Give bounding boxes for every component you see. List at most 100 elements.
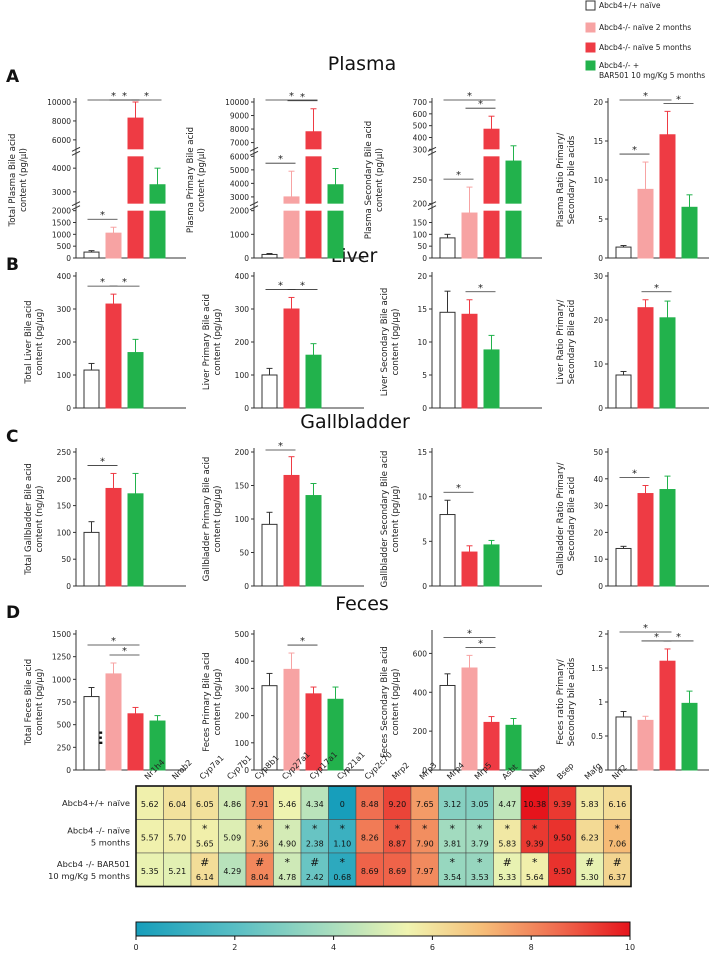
bar <box>261 374 278 409</box>
axis-break <box>71 201 81 207</box>
y-tick-label: 0 <box>244 582 249 591</box>
y-tick-label: 1250 <box>52 653 71 662</box>
bar <box>83 251 100 259</box>
y-tick-label: 300 <box>57 305 72 314</box>
y-tick-label: 200 <box>413 727 428 736</box>
bar <box>283 668 300 771</box>
y-tick-label: 250 <box>57 743 72 752</box>
legend-item: Abcb4-/- +BAR501 10 mg/Kg 5 months <box>585 60 705 80</box>
heatmap-mark: * <box>532 823 538 836</box>
heatmap-cell <box>163 852 192 887</box>
bar-break <box>505 203 522 211</box>
bar <box>637 719 654 771</box>
heatmap-value: 3.05 <box>471 800 489 809</box>
y-tick-label: 300 <box>413 145 428 154</box>
bar <box>637 493 654 587</box>
y-axis-label: content (pg/µg) <box>35 668 45 735</box>
y-tick-label: 20 <box>593 528 603 537</box>
heatmap-mark: * <box>532 856 538 869</box>
y-tick-label: 200 <box>57 475 72 484</box>
bar <box>659 317 676 409</box>
significance-star: * <box>632 469 637 480</box>
y-axis-label: Gallbladder Primary Bile acid <box>202 457 212 582</box>
heatmap-value: 1.10 <box>333 840 351 849</box>
heatmap-column-label: Cyp7b1 <box>225 753 253 781</box>
y-tick-label: 5 <box>598 215 603 224</box>
y-axis-label: Plasma Primary Bile acid <box>186 127 196 233</box>
panel-letter-c: C <box>6 427 18 447</box>
chart-feces-ratio: 0 0.5 1 1.5 2 Feces ratio Primary/Secondary b… <box>556 623 709 775</box>
heatmap-mark: # <box>255 856 264 869</box>
heatmap-value: 0.68 <box>333 873 351 882</box>
y-axis-label: Secondary Bile acid <box>567 477 577 562</box>
y-axis-label: Total Liver Bile acid <box>24 300 34 384</box>
y-tick-label: 3000 <box>52 188 71 197</box>
y-tick-label: 1500 <box>52 219 71 228</box>
heatmap-mark: * <box>340 823 346 836</box>
bar-break <box>327 203 344 211</box>
bar <box>461 212 478 259</box>
bar <box>439 237 456 259</box>
y-tick-label: 100 <box>235 515 250 524</box>
y-tick-label: 10 <box>417 493 427 502</box>
bar <box>637 188 654 259</box>
heatmap-mark: * <box>285 856 291 869</box>
y-axis-label: Plasma Ratio Primary/ <box>556 133 566 228</box>
bar <box>483 128 500 259</box>
colorbar-tick-label: 6 <box>430 943 435 952</box>
heatmap-value: 7.90 <box>416 840 434 849</box>
y-tick-label: 6000 <box>52 136 71 145</box>
section-title-feces: Feces <box>335 593 389 615</box>
y-axis-label: Feces Secondary Bile acid <box>380 646 390 758</box>
heatmap-column-label: Cyp2c70 <box>363 750 394 781</box>
axis-break <box>249 146 259 152</box>
heatmap-value: 4.34 <box>306 800 324 809</box>
significance-star: * <box>676 94 681 105</box>
section-title-plasma: Plasma <box>328 53 396 75</box>
bar <box>305 495 322 587</box>
heatmap-value: 4.86 <box>223 800 241 809</box>
y-tick-label: 400 <box>235 272 250 281</box>
heatmap-column-label: Cyp7a1 <box>198 753 226 781</box>
heatmap-value: 10.38 <box>523 800 546 809</box>
y-axis-label: Plasma Secondary Bile acid <box>364 121 374 239</box>
y-tick-label: 9000 <box>230 112 249 121</box>
y-tick-label: 5 <box>422 371 427 380</box>
y-tick-label: 100 <box>57 528 72 537</box>
heatmap-value: 8.26 <box>361 834 379 843</box>
chart-plasma-total: 0 500 1000 1500 2000 3000 4000 6000 8000 10000 Tot… <box>8 91 186 263</box>
heatmap-mark: # <box>585 856 594 869</box>
y-tick-label: 0.5 <box>591 732 603 741</box>
y-tick-label: 1000 <box>230 230 249 239</box>
bar <box>327 184 344 259</box>
heatmap-cell <box>383 852 412 887</box>
panel-letter-a: A <box>6 67 20 87</box>
legend-label: Abcb4-/- naïve 5 months <box>599 43 691 52</box>
heatmap-row-label: Abcb4+/+ naïve <box>62 798 130 808</box>
bar <box>283 474 300 587</box>
bar <box>659 660 676 771</box>
bar-break <box>127 203 144 211</box>
heatmap-cell <box>548 819 577 854</box>
y-tick-label: 1000 <box>52 675 71 684</box>
bar <box>439 514 456 587</box>
heatmap-cell <box>465 852 494 887</box>
heatmap-value: 8.87 <box>388 840 406 849</box>
significance-star: * <box>144 91 149 102</box>
bar <box>483 349 500 409</box>
heatmap-mark: * <box>477 856 483 869</box>
y-tick-label: 0 <box>598 766 603 775</box>
bar <box>659 134 676 259</box>
legend-label: BAR501 10 mg/Kg 5 months <box>599 71 705 80</box>
y-tick-label: 0 <box>422 254 427 263</box>
axis-break <box>427 205 437 211</box>
heatmap-cell <box>493 819 522 854</box>
y-tick-label: 0 <box>66 254 71 263</box>
y-axis-label: Liver Secondary Bile acid <box>380 288 390 397</box>
y-tick-label: 100 <box>235 739 250 748</box>
bar <box>105 303 122 409</box>
y-tick-label: 10 <box>593 360 603 369</box>
significance-star: * <box>643 623 648 634</box>
heatmap-value: 8.48 <box>361 800 379 809</box>
heatmap-value: 6.05 <box>196 800 214 809</box>
